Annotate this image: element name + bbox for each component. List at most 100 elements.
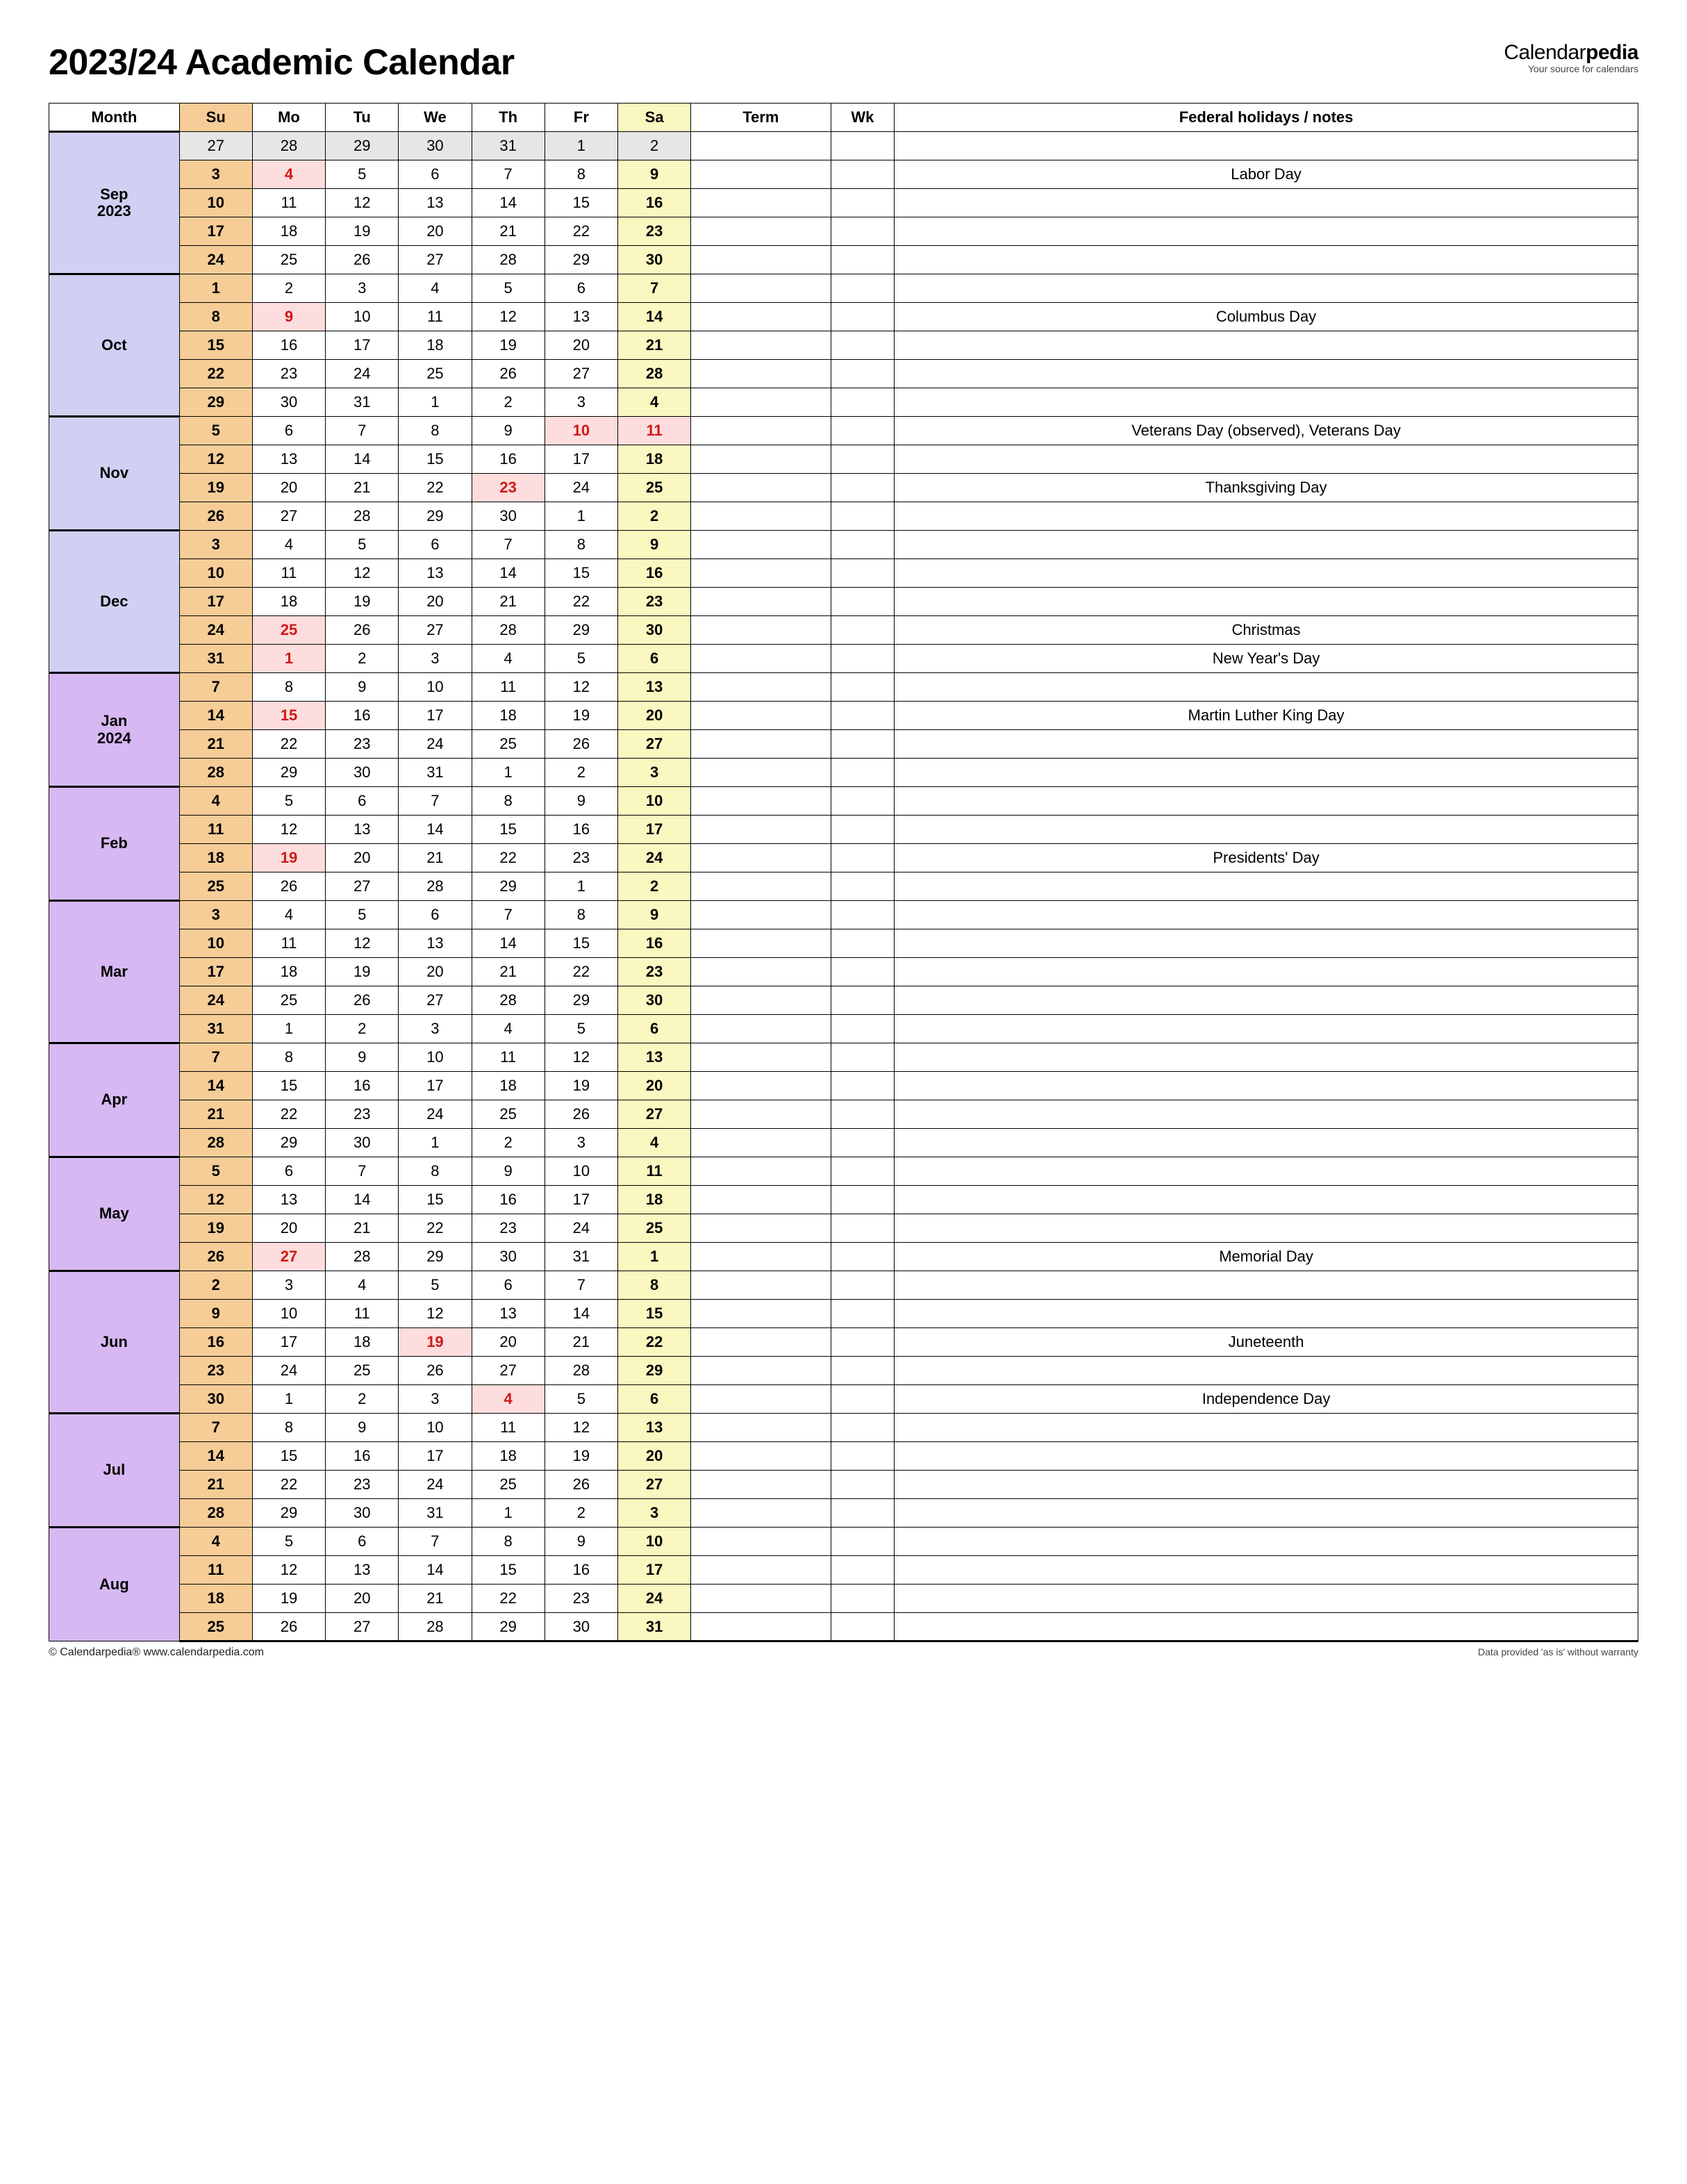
term-cell: [691, 759, 831, 787]
day-cell: 11: [472, 673, 545, 702]
wk-cell: [831, 474, 895, 502]
week-row: 24252627282930Christmas: [49, 616, 1638, 645]
day-cell: 5: [326, 531, 399, 559]
note-cell: Christmas: [895, 616, 1638, 645]
note-cell: [895, 132, 1638, 160]
wk-cell: [831, 1157, 895, 1186]
wk-cell: [831, 417, 895, 445]
term-cell: [691, 1357, 831, 1385]
wk-cell: [831, 1072, 895, 1100]
day-cell: 14: [545, 1300, 617, 1328]
day-cell: 7: [179, 1414, 252, 1442]
day-cell: 21: [545, 1328, 617, 1357]
note-cell: [895, 1214, 1638, 1243]
wk-cell: [831, 1528, 895, 1556]
day-cell: 6: [399, 901, 472, 929]
note-cell: [895, 559, 1638, 588]
wk-cell: [831, 787, 895, 816]
day-cell: 7: [399, 1528, 472, 1556]
day-cell: 28: [179, 1499, 252, 1528]
day-cell: 14: [179, 1072, 252, 1100]
wk-cell: [831, 160, 895, 189]
day-cell: 29: [545, 616, 617, 645]
day-cell: 7: [545, 1271, 617, 1300]
day-cell: 26: [545, 1100, 617, 1129]
day-cell: 4: [472, 645, 545, 673]
day-cell: 21: [399, 1585, 472, 1613]
day-cell: 17: [618, 1556, 691, 1585]
day-cell: 7: [326, 417, 399, 445]
day-cell: 14: [179, 1442, 252, 1471]
calendar-table: Month Su Mo Tu We Th Fr Sa Term Wk Feder…: [49, 103, 1638, 1642]
day-cell: 17: [399, 1442, 472, 1471]
day-cell: 8: [472, 787, 545, 816]
day-cell: 19: [252, 844, 325, 872]
week-row: 22232425262728: [49, 360, 1638, 388]
day-cell: 19: [545, 1072, 617, 1100]
wk-cell: [831, 844, 895, 872]
day-cell: 20: [399, 588, 472, 616]
day-cell: 27: [252, 502, 325, 531]
day-cell: 5: [545, 645, 617, 673]
day-cell: 8: [252, 1414, 325, 1442]
day-cell: 25: [252, 986, 325, 1015]
day-cell: 25: [326, 1357, 399, 1385]
day-cell: 2: [179, 1271, 252, 1300]
day-cell: 24: [252, 1357, 325, 1385]
wk-cell: [831, 958, 895, 986]
term-cell: [691, 986, 831, 1015]
week-row: 17181920212223: [49, 958, 1638, 986]
day-cell: 26: [326, 986, 399, 1015]
wk-cell: [831, 929, 895, 958]
day-cell: 18: [179, 1585, 252, 1613]
week-row: 18192021222324Presidents' Day: [49, 844, 1638, 872]
day-cell: 3: [545, 1129, 617, 1157]
term-cell: [691, 1442, 831, 1471]
term-cell: [691, 360, 831, 388]
day-cell: 3: [618, 759, 691, 787]
day-cell: 4: [252, 160, 325, 189]
note-cell: [895, 360, 1638, 388]
day-cell: 24: [399, 730, 472, 759]
week-row: 2829301234: [49, 1129, 1638, 1157]
day-cell: 7: [472, 160, 545, 189]
day-cell: 26: [545, 730, 617, 759]
week-row: Jul78910111213: [49, 1414, 1638, 1442]
week-row: 3456789Labor Day: [49, 160, 1638, 189]
day-cell: 20: [399, 958, 472, 986]
day-cell: 17: [545, 445, 617, 474]
day-cell: 30: [618, 986, 691, 1015]
day-cell: 23: [326, 1471, 399, 1499]
day-cell: 24: [179, 616, 252, 645]
term-cell: [691, 189, 831, 217]
day-cell: 6: [472, 1271, 545, 1300]
day-cell: 22: [252, 730, 325, 759]
day-cell: 2: [326, 1385, 399, 1414]
week-row: Jan202478910111213: [49, 673, 1638, 702]
brand-suffix: pedia: [1586, 41, 1638, 64]
day-cell: 2: [252, 274, 325, 303]
note-cell: [895, 1556, 1638, 1585]
day-cell: 7: [472, 901, 545, 929]
col-month: Month: [49, 104, 180, 132]
term-cell: [691, 901, 831, 929]
week-row: 10111213141516: [49, 929, 1638, 958]
day-cell: 13: [472, 1300, 545, 1328]
note-cell: [895, 1585, 1638, 1613]
note-cell: New Year's Day: [895, 645, 1638, 673]
day-cell: 22: [545, 958, 617, 986]
term-cell: [691, 331, 831, 360]
day-cell: 13: [399, 929, 472, 958]
footer: © Calendarpedia® www.calendarpedia.com D…: [49, 1646, 1638, 1659]
day-cell: 20: [399, 217, 472, 246]
day-cell: 24: [179, 246, 252, 274]
day-cell: 19: [326, 588, 399, 616]
day-cell: 8: [545, 531, 617, 559]
wk-cell: [831, 1357, 895, 1385]
day-cell: 10: [179, 189, 252, 217]
note-cell: [895, 872, 1638, 901]
term-cell: [691, 1528, 831, 1556]
day-cell: 16: [618, 559, 691, 588]
day-cell: 16: [326, 1072, 399, 1100]
day-cell: 24: [399, 1100, 472, 1129]
